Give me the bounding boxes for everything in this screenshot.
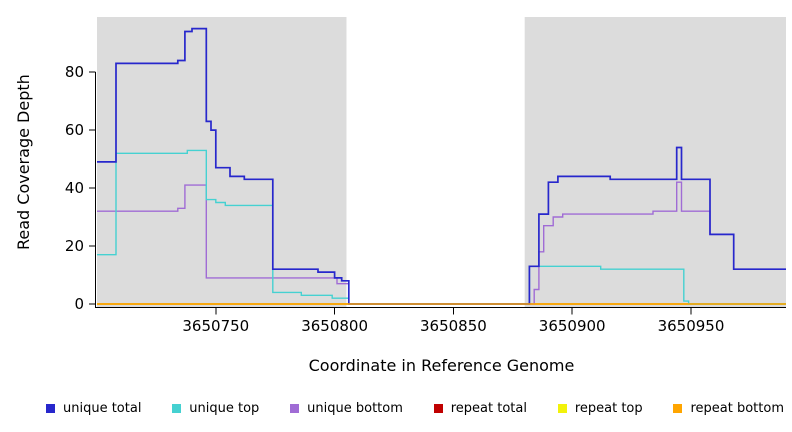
legend-swatch-unique-total bbox=[46, 403, 55, 413]
legend-item-unique-bottom: unique bottom bbox=[290, 401, 403, 416]
shaded-region bbox=[97, 17, 347, 308]
y-tick-label: 0 bbox=[74, 295, 84, 313]
legend-item-repeat-top: repeat top bbox=[557, 400, 643, 416]
series-line-unique-top bbox=[97, 149, 786, 305]
legend-item-unique-total: unique total bbox=[46, 401, 141, 416]
y-tick-label: 60 bbox=[65, 121, 84, 139]
legend-swatch-unique-top bbox=[172, 403, 182, 413]
legend-label-repeat-bottom: repeat bottom bbox=[690, 400, 784, 416]
series-line-unique-bottom bbox=[97, 181, 786, 305]
legend-item-unique-top: unique top bbox=[172, 401, 259, 416]
shaded-region bbox=[524, 17, 786, 308]
legend-swatch-repeat-top bbox=[557, 403, 567, 413]
legend-label-unique-bottom: unique bottom bbox=[307, 400, 403, 416]
x-tick-label: 3650900 bbox=[539, 317, 606, 335]
x-axis-title: Coordinate in Reference Genome bbox=[308, 356, 575, 375]
legend-label-unique-top: unique top bbox=[189, 400, 260, 416]
legend-label-repeat-top: repeat top bbox=[574, 400, 643, 416]
legend: unique total unique top unique bottom repea… bbox=[46, 397, 784, 419]
y-tick-label: 20 bbox=[65, 237, 84, 255]
legend-swatch-unique-bottom bbox=[290, 403, 300, 413]
y-axis-title: Read Coverage Depth bbox=[14, 74, 33, 250]
y-tick-label: 80 bbox=[65, 63, 84, 81]
legend-swatch-repeat-bottom bbox=[673, 403, 683, 413]
legend-swatch-repeat-total bbox=[433, 403, 443, 413]
plot-area: 0 20 40 60 80 3650750 3650800 3650850 3650900 365… bbox=[65, 17, 786, 335]
legend-item-repeat-total: repeat total bbox=[433, 400, 527, 416]
x-tick-label: 3650850 bbox=[420, 317, 487, 335]
legend-item-repeat-bottom: repeat bottom bbox=[673, 401, 784, 416]
legend-label-repeat-total: repeat total bbox=[450, 400, 527, 416]
x-tick-label: 3650950 bbox=[658, 317, 725, 335]
x-tick-label: 3650800 bbox=[301, 317, 368, 335]
y-tick-label: 40 bbox=[65, 179, 84, 197]
x-tick-label: 3650750 bbox=[182, 317, 249, 335]
legend-label-unique-total: unique total bbox=[63, 400, 142, 416]
series-line-unique-total bbox=[97, 27, 786, 305]
